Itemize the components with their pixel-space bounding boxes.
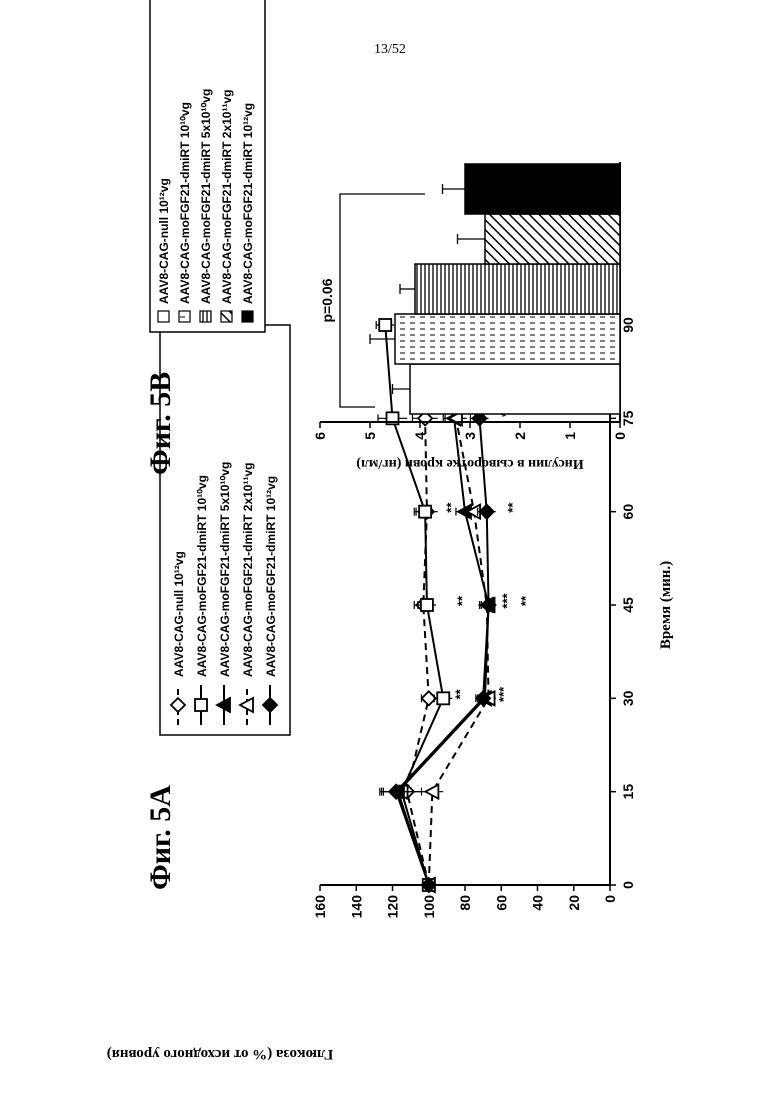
legend-entry: AAV8-CAG-moFGF21-dmiRT 2x10¹¹vg (220, 90, 234, 304)
legend-swatch (221, 311, 232, 322)
significance-label: *** (496, 686, 511, 702)
legend-entry: AAV8-CAG-moFGF21-dmiRT 5x10¹⁰vg (218, 462, 232, 677)
data-point (480, 505, 494, 519)
figure-5b-label: Фиг. 5В (144, 372, 177, 475)
data-point (421, 599, 433, 611)
legend-entry: AAV8-CAG-moFGF21-dmiRT 10¹⁰vg (178, 102, 192, 304)
y-tick-label: 6 (312, 432, 328, 440)
legend-entry: AAV8-CAG-null 10¹²vg (157, 178, 171, 304)
legend-entry: AAV8-CAG-moFGF21-dmiRT 10¹⁰vg (195, 475, 209, 677)
x-tick-label: 75 (620, 410, 636, 426)
data-point (419, 506, 431, 518)
legend-swatch (242, 311, 253, 322)
y-tick-label: 1 (562, 432, 578, 440)
significance-label: ** (505, 502, 520, 513)
significance-label: *** (500, 592, 515, 608)
significance-label: ** (453, 688, 468, 699)
legend: AAV8-CAG-null 10¹²vg AAV8-CAG-moFGF21-dmi… (160, 325, 290, 735)
significance-label: ** (444, 502, 459, 513)
y-axis-label: Инсулин в сыворотке крови (нг/мл) (356, 456, 584, 471)
y-tick-label: 120 (385, 895, 401, 919)
x-tick-label: 30 (620, 690, 636, 706)
significance-label: ** (454, 595, 469, 606)
y-tick-label: 5 (362, 432, 378, 440)
legend-swatch (200, 311, 211, 322)
legend-entry: AAV8-CAG-moFGF21-dmiRT 2x10¹¹vg (241, 463, 255, 677)
significance-label: ** (518, 595, 533, 606)
x-axis-label: Время (мин.) (658, 561, 674, 649)
legend-swatch (179, 311, 190, 322)
legend-entry: AAV8-CAG-moFGF21-dmiRT 10¹²vg (241, 103, 255, 304)
data-point (379, 319, 391, 331)
legend-swatch (158, 311, 169, 322)
bar (415, 264, 620, 314)
bar (410, 364, 620, 414)
chart-5a: Фиг. 5А 02040608010012014016001530456075… (107, 317, 674, 1062)
bar (465, 164, 620, 214)
y-tick-label: 20 (566, 895, 582, 911)
y-tick-label: 160 (312, 895, 328, 919)
legend-entry: AAV8-CAG-moFGF21-dmiRT 10¹²vg (264, 476, 278, 677)
y-tick-label: 40 (530, 895, 546, 911)
p-value-label: p=0.06 (319, 278, 335, 322)
y-tick-label: 3 (462, 432, 478, 440)
legend-marker (195, 699, 207, 711)
bar (395, 314, 620, 364)
y-tick-label: 2 (512, 432, 528, 440)
y-tick-label: 0 (602, 895, 618, 903)
x-tick-label: 60 (620, 504, 636, 520)
x-tick-label: 0 (620, 881, 636, 889)
figure-5a-label: Фиг. 5А (144, 785, 177, 890)
data-point (437, 692, 449, 704)
bar (485, 214, 620, 264)
x-tick-label: 15 (620, 784, 636, 800)
y-tick-label: 4 (412, 432, 428, 440)
y-tick-label: 60 (493, 895, 509, 911)
x-tick-label: 90 (620, 317, 636, 333)
x-tick-label: 45 (620, 597, 636, 613)
y-tick-label: 100 (421, 895, 437, 919)
legend-entry: AAV8-CAG-null 10¹²vg (172, 551, 186, 677)
legend: AAV8-CAG-null 10¹²vg AAV8-CAG-moFGF21-dmi… (150, 0, 265, 332)
y-tick-label: 0 (612, 432, 628, 440)
y-tick-label: 140 (348, 895, 364, 919)
chart-5a-y-axis-label: Глюкоза (% от исходного уровня) (107, 1046, 333, 1062)
y-tick-label: 80 (457, 895, 473, 911)
legend-entry: AAV8-CAG-moFGF21-dmiRT 5x10¹⁰vg (199, 89, 213, 304)
